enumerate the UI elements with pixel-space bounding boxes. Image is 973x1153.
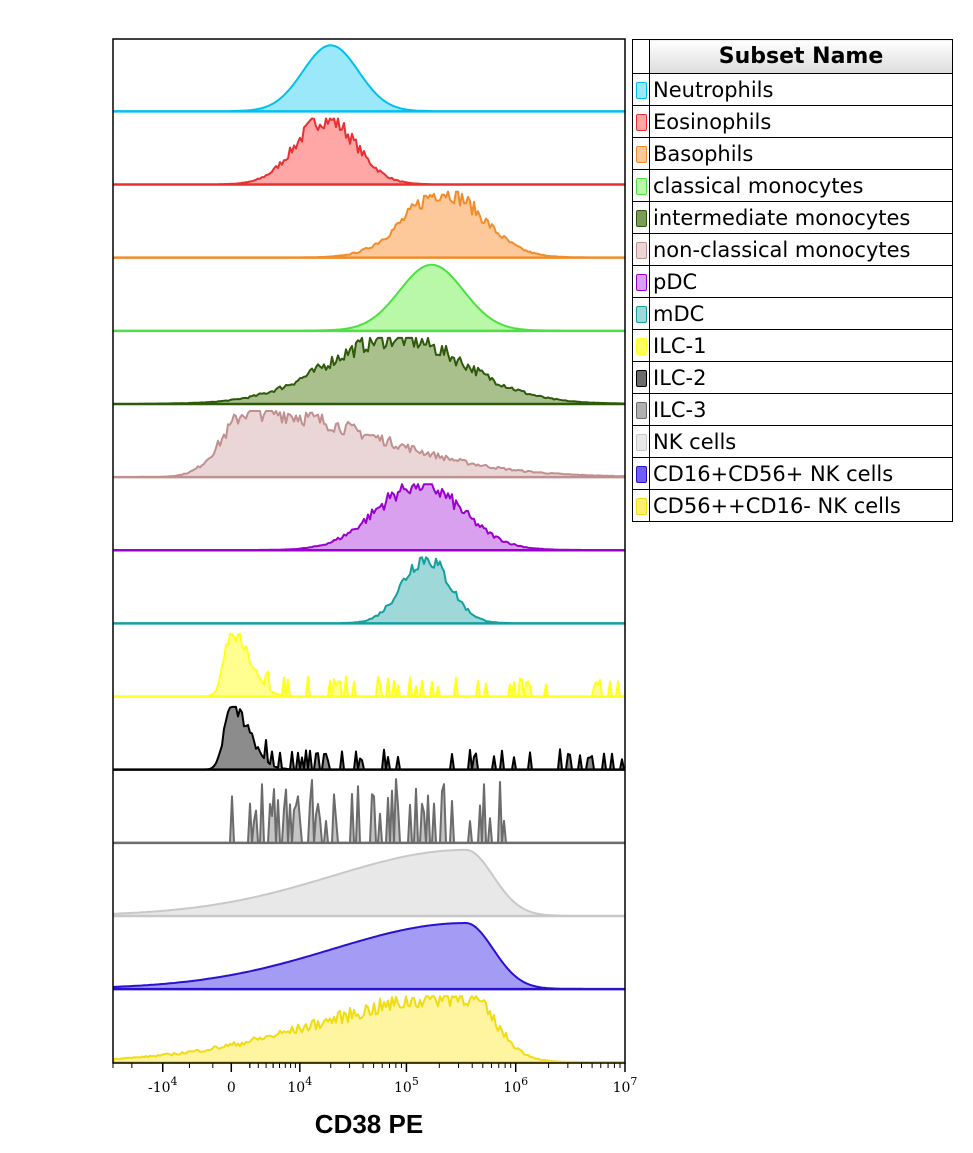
- histogram-tracks: [113, 44, 625, 1064]
- legend-row: NK cells: [632, 425, 953, 458]
- histogram-area: [113, 922, 625, 990]
- histogram-area: [113, 848, 625, 917]
- histogram-classical-monocytes: [113, 263, 625, 333]
- x-tick-label: 105: [394, 1075, 419, 1096]
- histogram-nk-cells: [113, 848, 625, 918]
- legend-row: ILC-1: [632, 329, 953, 362]
- x-axis-label: CD38 PE: [315, 1109, 423, 1139]
- legend-label: classical monocytes: [649, 169, 953, 202]
- legend-label: Eosinophils: [649, 105, 953, 138]
- legend-header-blank: [632, 39, 650, 74]
- legend-label: CD16+CD56+ NK cells: [649, 457, 953, 490]
- histogram-area: [113, 44, 625, 113]
- x-tick-label: 106: [503, 1075, 528, 1096]
- legend-label: CD56++CD16- NK cells: [649, 489, 953, 522]
- legend-swatch: [635, 338, 647, 355]
- histogram-ilc-1: [113, 632, 625, 698]
- legend-row: CD16+CD56+ NK cells: [632, 457, 953, 490]
- legend-swatch-cell: [632, 73, 650, 106]
- x-axis: -104 0 104 105 106 107: [112, 1063, 638, 1096]
- legend-row: CD56++CD16- NK cells: [632, 489, 953, 522]
- histogram-area: [113, 632, 625, 698]
- histogram-ilc-2: [113, 705, 625, 771]
- legend-swatch: [635, 114, 647, 131]
- legend-swatch: [635, 466, 647, 483]
- legend-swatch: [635, 370, 647, 387]
- plot-frame: [112, 38, 626, 1064]
- legend-label: mDC: [649, 297, 953, 330]
- histogram-area: [113, 117, 625, 186]
- legend-swatch: [635, 306, 647, 323]
- legend-swatch: [635, 402, 647, 419]
- legend-swatch: [635, 178, 647, 195]
- legend-swatch-cell: [632, 233, 650, 266]
- legend-label: intermediate monocytes: [649, 201, 953, 234]
- legend-row: Neutrophils: [632, 73, 953, 106]
- legend-swatch: [635, 274, 647, 291]
- legend-row: classical monocytes: [632, 169, 953, 202]
- histogram-cd16-cd56-nk-cells: [113, 922, 625, 991]
- histogram-area: [113, 995, 625, 1063]
- legend-swatch-cell: [632, 265, 650, 298]
- histogram-area: [113, 556, 625, 625]
- histogram-basophils: [113, 190, 625, 259]
- histogram-intermediate-monocytes: [113, 336, 625, 406]
- legend-row: intermediate monocytes: [632, 201, 953, 234]
- legend-label: Neutrophils: [649, 73, 953, 106]
- legend-row: ILC-3: [632, 393, 953, 426]
- legend-label: pDC: [649, 265, 953, 298]
- histogram-area: [113, 705, 625, 771]
- histogram-area: [113, 336, 625, 405]
- histogram-cd56-cd16-nk-cells: [113, 995, 625, 1064]
- histogram-eosinophils: [113, 117, 625, 186]
- legend-swatch-cell: [632, 137, 650, 170]
- legend-row: pDC: [632, 265, 953, 298]
- histogram-pdc: [113, 483, 625, 552]
- legend-header: Subset Name: [649, 39, 953, 74]
- x-tick-label: 107: [613, 1075, 638, 1096]
- legend-row: mDC: [632, 297, 953, 330]
- legend-label: non-classical monocytes: [649, 233, 953, 266]
- legend-label: ILC-1: [649, 329, 953, 362]
- legend-swatch-cell: [632, 201, 650, 234]
- legend-swatch-cell: [632, 393, 650, 426]
- legend-swatch: [635, 82, 647, 99]
- legend-swatch-cell: [632, 425, 650, 458]
- histogram-ilc-3: [113, 778, 625, 845]
- histogram-area: [113, 410, 625, 478]
- x-tick-label: -104: [148, 1075, 178, 1096]
- legend-swatch: [635, 146, 647, 163]
- x-tick-label: 0: [227, 1080, 236, 1096]
- histogram-neutrophils: [113, 44, 625, 113]
- legend-swatch-cell: [632, 489, 650, 522]
- legend-label: NK cells: [649, 425, 953, 458]
- legend-swatch-cell: [632, 169, 650, 202]
- x-tick-label: 104: [287, 1075, 312, 1096]
- legend-swatch: [635, 242, 647, 259]
- legend-swatch-cell: [632, 297, 650, 330]
- legend-label: ILC-2: [649, 361, 953, 394]
- legend-row: ILC-2: [632, 361, 953, 394]
- histogram-area: [113, 483, 625, 551]
- legend-swatch-cell: [632, 105, 650, 138]
- legend-row: Basophils: [632, 137, 953, 170]
- legend-swatch: [635, 210, 647, 227]
- histogram-mdc: [113, 556, 625, 625]
- legend-label: ILC-3: [649, 393, 953, 426]
- legend-label: Basophils: [649, 137, 953, 170]
- legend-swatch-cell: [632, 329, 650, 362]
- legend-swatch-cell: [632, 457, 650, 490]
- legend-swatch: [635, 434, 647, 451]
- histogram-area: [113, 263, 625, 332]
- histogram-area: [113, 190, 625, 259]
- histogram-non-classical-monocytes: [113, 410, 625, 479]
- legend-row: Eosinophils: [632, 105, 953, 138]
- histogram-area: [113, 778, 625, 844]
- legend-swatch-cell: [632, 361, 650, 394]
- legend-swatch: [635, 498, 647, 515]
- legend-table: Subset Name Neutrophils Eosinophils Basoph…: [632, 39, 953, 522]
- legend-row: non-classical monocytes: [632, 233, 953, 266]
